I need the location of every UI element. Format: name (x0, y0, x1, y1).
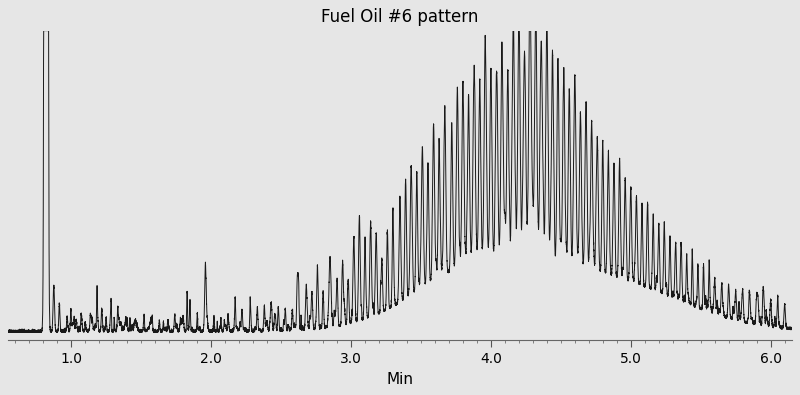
Title: Fuel Oil #6 pattern: Fuel Oil #6 pattern (322, 8, 478, 26)
X-axis label: Min: Min (386, 372, 414, 387)
